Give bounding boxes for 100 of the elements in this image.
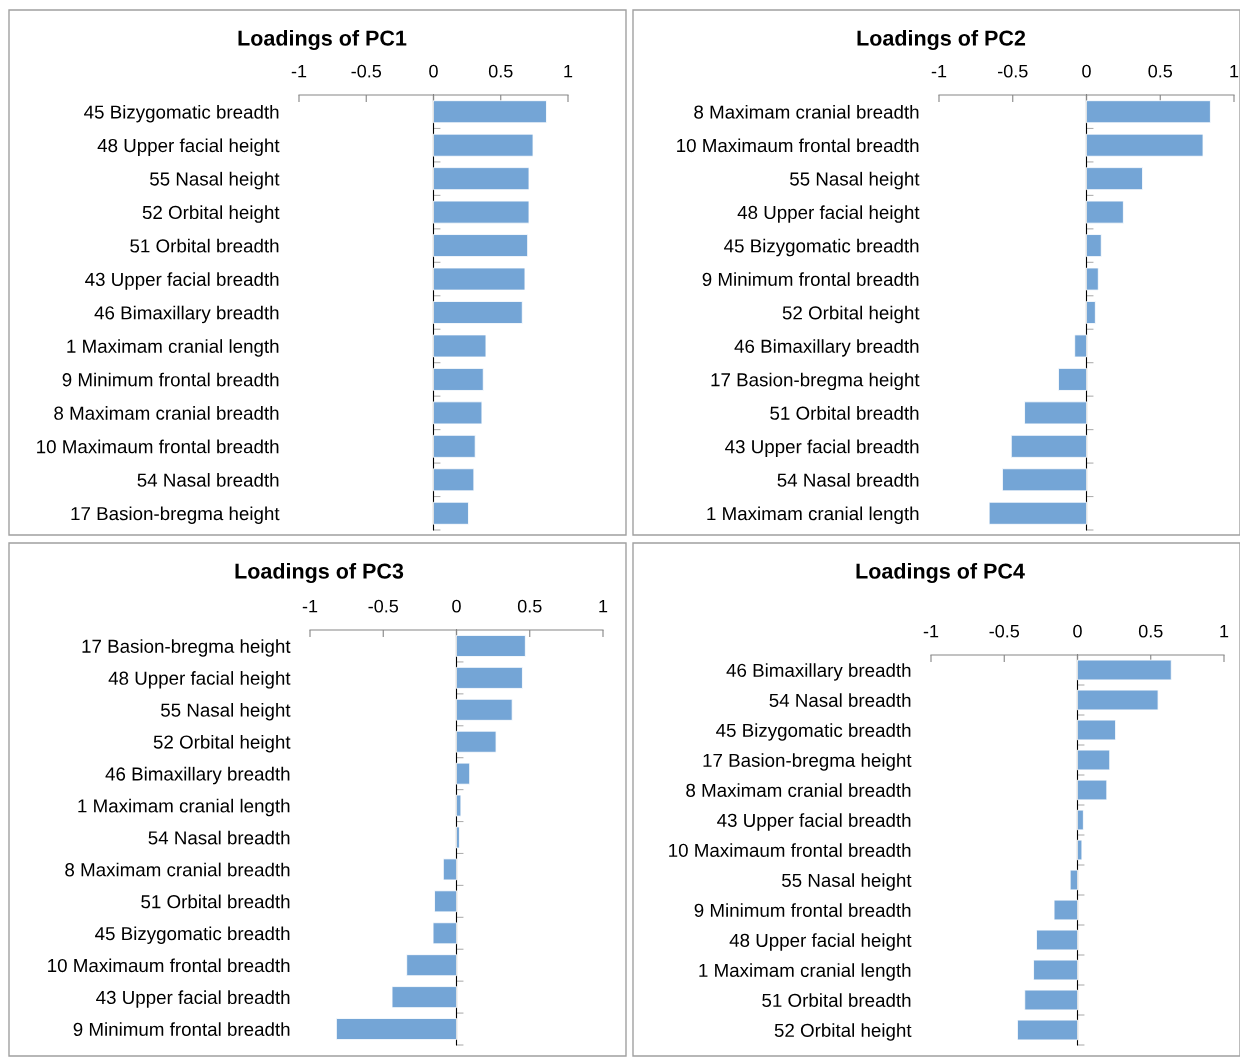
y-tick-label: 48 Upper facial height (108, 671, 291, 689)
y-tick-label: 52 Orbital height (142, 205, 280, 223)
bar (1053, 899, 1078, 921)
y-tick-label: 51 Orbital breadth (141, 894, 290, 909)
y-tick-label: 10 Maximaum frontal breadth (677, 138, 919, 153)
y-tick-label: 54 Nasal breadth (148, 830, 290, 845)
y-tick-label: 52 Orbital height (774, 1023, 912, 1041)
chart-title: Loadings of PC4 (856, 562, 1025, 584)
x-tick-label: 0.5 (488, 64, 513, 78)
x-tick-label: 1 (599, 599, 608, 613)
bar (1077, 719, 1117, 741)
x-tick-label: -1 (302, 599, 318, 613)
bar (433, 501, 469, 525)
bar (1036, 929, 1078, 951)
y-tick-label: 1 Maximam cranial length (78, 798, 290, 817)
y-tick-label: 46 Bimaxillary breadth (94, 305, 279, 324)
bar (433, 133, 534, 157)
x-tick-label: 0.5 (517, 599, 542, 613)
bar (1077, 749, 1111, 771)
bar (442, 858, 457, 881)
y-tick-label: 8 Maximam cranial breadth (686, 783, 911, 797)
y-tick-label: 43 Upper facial breadth (717, 813, 911, 831)
bar (1086, 133, 1204, 157)
bar (1086, 200, 1124, 224)
bar (1058, 367, 1087, 391)
y-tick-label: 8 Maximam cranial breadth (694, 104, 919, 119)
y-tick-label: 54 Nasal breadth (777, 473, 919, 487)
y-tick-label: 46 Bimaxillary breadth (105, 766, 290, 785)
x-tick-label: 1 (1220, 624, 1229, 638)
bar (1017, 1019, 1078, 1041)
bar (1077, 839, 1083, 861)
bar (433, 301, 523, 324)
x-tick-label: 0 (452, 599, 461, 613)
bar (1024, 401, 1087, 425)
y-tick-label: 46 Bimaxillary breadth (726, 663, 911, 681)
bar (434, 890, 457, 913)
bar (1077, 809, 1084, 831)
bar (1033, 959, 1078, 981)
y-tick-label: 48 Upper facial height (97, 138, 280, 156)
y-tick-label: 10 Maximaum frontal breadth (37, 439, 279, 454)
bar (1077, 779, 1108, 801)
bar (406, 954, 457, 977)
y-tick-label: 8 Maximam cranial breadth (65, 862, 290, 877)
x-tick-label: 0 (1082, 64, 1091, 78)
x-tick-label: -0.5 (998, 64, 1028, 78)
y-tick-label: 48 Upper facial height (729, 933, 912, 951)
bar (433, 468, 475, 492)
bar (433, 267, 526, 291)
y-tick-label: 52 Orbital height (782, 305, 920, 324)
y-tick-label: 55 Nasal height (161, 703, 291, 721)
bar (433, 234, 529, 258)
y-tick-label: 43 Upper facial breadth (725, 439, 919, 458)
bar (433, 100, 547, 124)
y-tick-label: 45 Bizygomatic breadth (84, 104, 279, 123)
x-tick-label: -0.5 (989, 624, 1020, 638)
y-tick-label: 9 Minimum frontal breadth (702, 272, 919, 287)
y-tick-label: 51 Orbital breadth (770, 406, 919, 420)
bar (456, 762, 471, 785)
bar (456, 666, 523, 689)
y-tick-label: 45 Bizygomatic breadth (716, 723, 911, 741)
bar (1024, 989, 1078, 1011)
bar (456, 794, 462, 817)
y-tick-label: 9 Minimum frontal breadth (694, 903, 911, 917)
bar (1086, 167, 1143, 191)
bar (433, 167, 530, 191)
bar (1086, 100, 1211, 124)
x-tick-label: 0.5 (1148, 64, 1173, 78)
y-tick-label: 51 Orbital breadth (130, 238, 279, 253)
bar (1077, 689, 1159, 711)
y-tick-label: 51 Orbital breadth (762, 993, 911, 1007)
y-tick-label: 1 Maximam cranial length (699, 963, 911, 981)
y-tick-label: 9 Minimum frontal breadth (73, 1022, 290, 1037)
y-tick-label: 1 Maximam cranial length (67, 339, 279, 357)
bar (1010, 434, 1087, 458)
bar (433, 334, 487, 358)
bar (433, 401, 483, 425)
y-tick-label: 45 Bizygomatic breadth (95, 926, 290, 944)
y-tick-label: 17 Basion-bregma height (703, 753, 912, 771)
chart-title: Loadings of PC1 (238, 29, 407, 51)
y-tick-label: 54 Nasal breadth (137, 473, 279, 487)
x-tick-label: 1 (1230, 64, 1239, 78)
x-tick-label: -1 (291, 64, 307, 78)
y-tick-label: 43 Upper facial breadth (85, 272, 279, 290)
bar (433, 434, 476, 458)
y-tick-label: 52 Orbital height (153, 734, 291, 753)
bar (1086, 267, 1099, 291)
y-tick-label: 8 Maximam cranial breadth (54, 406, 279, 420)
bar (432, 922, 457, 945)
y-tick-label: 17 Basion-bregma height (82, 639, 291, 657)
bar (456, 826, 460, 849)
y-tick-label: 9 Minimum frontal breadth (62, 372, 279, 387)
bar (1069, 869, 1078, 891)
y-tick-label: 43 Upper facial breadth (96, 990, 290, 1008)
bar (335, 1018, 457, 1040)
y-tick-label: 55 Nasal height (150, 171, 280, 190)
bar (456, 698, 513, 721)
y-tick-label: 55 Nasal height (782, 873, 912, 891)
y-tick-label: 45 Bizygomatic breadth (724, 238, 919, 257)
x-tick-label: 0.5 (1138, 624, 1163, 638)
x-tick-label: 0 (1073, 624, 1082, 638)
